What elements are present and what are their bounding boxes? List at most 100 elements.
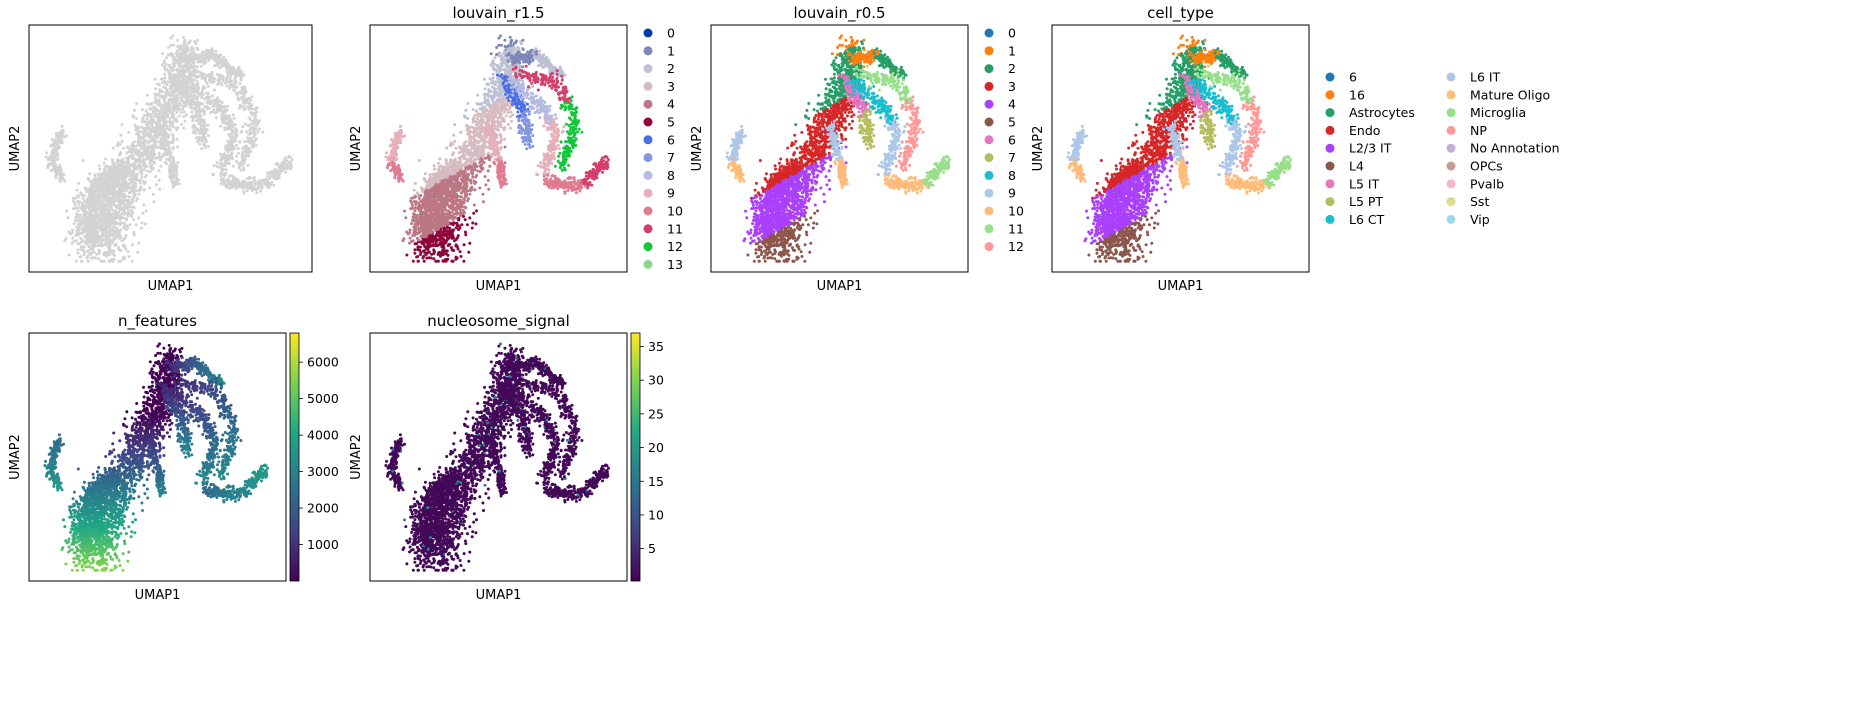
scatter-point [55, 132, 58, 135]
scatter-point [112, 188, 115, 191]
scatter-point [133, 233, 136, 236]
scatter-point [185, 90, 188, 93]
scatter-point [198, 132, 201, 135]
scatter-point [114, 213, 117, 216]
scatter-point [234, 136, 237, 139]
scatter-point [139, 182, 142, 185]
scatter-point [434, 260, 437, 263]
scatter-point [77, 203, 80, 206]
scatter-point [246, 148, 249, 151]
scatter-point [128, 211, 131, 214]
scatter-point [117, 235, 120, 238]
scatter-point [181, 53, 184, 56]
scatter-point [144, 176, 147, 179]
scatter-point [259, 190, 262, 193]
scatter-point [196, 119, 199, 122]
scatter-point [133, 124, 136, 127]
scatter-point [77, 206, 80, 209]
scatter-point [216, 161, 219, 164]
scatter-point [218, 74, 221, 77]
scatter-point [119, 223, 122, 226]
scatter-point [215, 100, 218, 103]
scatter-point [258, 119, 261, 122]
scatter-point [225, 123, 228, 126]
scatter-point [97, 217, 100, 220]
scatter-point [163, 73, 166, 76]
scatter-point [158, 83, 161, 86]
scatter-point [232, 113, 235, 116]
scatter-point [196, 140, 199, 143]
scatter-point [198, 59, 201, 62]
scatter-point [200, 147, 203, 150]
scatter-point [126, 161, 129, 164]
scatter-point [213, 89, 216, 92]
scatter-point [208, 107, 211, 110]
scatter-point [86, 201, 89, 204]
scatter-point [47, 163, 50, 166]
scatter-point [216, 96, 219, 99]
scatter-point [124, 195, 127, 198]
scatter-point [459, 250, 462, 253]
scatter-point [241, 125, 244, 128]
scatter-point [289, 162, 292, 165]
scatter-point [101, 178, 104, 181]
scatter-point [146, 115, 149, 118]
scatter-point [184, 82, 187, 85]
scatter-point [196, 65, 199, 68]
scatter-point [101, 172, 104, 175]
scatter-point [150, 164, 153, 167]
scatter-point [197, 83, 200, 86]
scatter-point [165, 107, 168, 110]
scatter-point [189, 81, 192, 84]
scatter-point [113, 181, 116, 184]
scatter-point [177, 93, 180, 96]
scatter-point [127, 131, 130, 134]
scatter-point [56, 157, 59, 160]
scatter-point [148, 133, 151, 136]
scatter-point [219, 125, 222, 128]
scatter-point [210, 47, 213, 50]
scatter-point [211, 80, 214, 83]
scatter-point [60, 125, 63, 128]
scatter-point [215, 116, 218, 119]
scatter-point [68, 254, 71, 257]
scatter-point [207, 85, 210, 88]
scatter-point [199, 93, 202, 96]
scatter-point [475, 110, 478, 113]
scatter-point [221, 63, 224, 66]
scatter-point [153, 153, 156, 156]
scatter-point [158, 146, 161, 149]
scatter-point [172, 62, 175, 65]
scatter-point [207, 124, 210, 127]
scatter-point [478, 187, 481, 190]
scatter-point [65, 134, 68, 137]
scatter-point [177, 87, 180, 90]
scatter-point [242, 151, 245, 154]
scatter-point [166, 83, 169, 86]
scatter-point [170, 110, 173, 113]
scatter-point [204, 79, 207, 82]
scatter-point [145, 110, 148, 113]
scatter-point [145, 165, 148, 168]
y-axis-label: UMAP2 [8, 126, 23, 172]
scatter-point [245, 90, 248, 93]
scatter-point [119, 153, 122, 156]
scatter-point [248, 139, 251, 142]
scatter-point [145, 148, 148, 151]
scatter-point [141, 126, 144, 129]
scatter-point [134, 178, 137, 181]
scatter-point [176, 146, 179, 149]
scatter-point [149, 108, 152, 111]
scatter-point [212, 99, 215, 102]
scatter-point [146, 170, 149, 173]
scatter-point [124, 245, 127, 248]
scatter-point [113, 222, 116, 225]
scatter-point [169, 37, 172, 40]
scatter-point [460, 255, 463, 258]
scatter-point [174, 183, 177, 186]
scatter-point [86, 223, 89, 226]
scatter-point [234, 73, 237, 76]
scatter-point [100, 260, 103, 263]
scatter-point [172, 140, 175, 143]
